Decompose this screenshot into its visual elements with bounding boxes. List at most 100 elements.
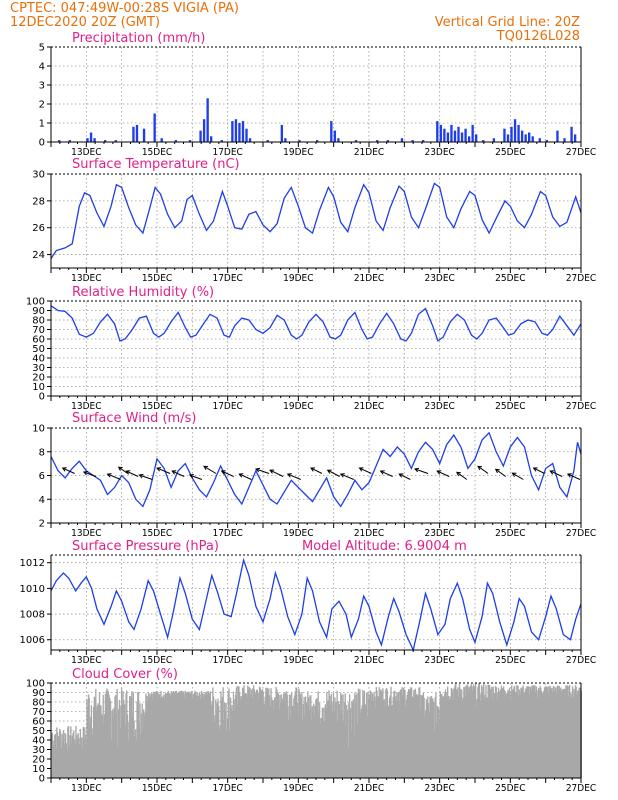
cloud-bar [246, 697, 248, 778]
cloud-bar [508, 687, 511, 778]
wind-arrow [326, 469, 340, 477]
cloud-bar [300, 697, 302, 778]
cloud-ytick-label: 90 [32, 688, 45, 699]
cloud-bar [254, 693, 256, 778]
cloud-bar [363, 690, 366, 778]
precip-bar [513, 119, 517, 142]
cloud-bar [155, 690, 158, 778]
cloud-bar [276, 692, 279, 778]
cloud-bar [171, 692, 173, 778]
cloud-bar [455, 690, 458, 778]
cloud-bar [165, 693, 167, 778]
cloud-bar [480, 700, 482, 778]
precip-xtick-label: 17DEC [212, 147, 242, 158]
cloud-bar [348, 702, 350, 778]
cloud-bar [499, 690, 501, 778]
cloud-bar [313, 703, 315, 778]
cloud-bar [124, 724, 126, 778]
wind-arrow [117, 466, 128, 474]
cloud-bar [277, 693, 280, 778]
cloud-bar [112, 717, 115, 778]
cloud-bar [128, 721, 130, 778]
cloud-bar [164, 698, 166, 778]
cloud-bar [411, 696, 414, 778]
cloud-bar [420, 695, 422, 778]
cloud-bar [186, 693, 189, 778]
cloud-bar [94, 697, 96, 778]
cloud-bar [523, 692, 525, 778]
cloud-bar [95, 710, 98, 778]
cloud-bar [353, 734, 355, 778]
cloud-bar [157, 692, 159, 778]
precip-bar [298, 140, 301, 142]
cloud-bar [130, 697, 132, 778]
precip-ytick-label: 2 [39, 100, 45, 111]
cloud-bar [291, 705, 294, 778]
cloud-bar [221, 700, 223, 778]
temp-ytick-label: 30 [32, 170, 45, 181]
press-annotation: Model Altitude: 6.9004 m [302, 539, 467, 554]
cloud-bar [380, 690, 383, 778]
cloud-bar [328, 690, 330, 778]
cloud-bar [184, 690, 187, 778]
cloud-bar [253, 689, 256, 778]
press-ytick-label: 1012 [20, 558, 45, 569]
precip-bar [482, 140, 485, 142]
cloud-bar [102, 694, 104, 778]
cloud-bar [448, 700, 450, 778]
cloud-bar [261, 689, 264, 778]
cloud-bar [531, 685, 533, 778]
cloud-bar [249, 687, 251, 778]
cloud-bar [462, 697, 464, 778]
cloud-bar [410, 687, 412, 778]
cloud-bar [555, 694, 558, 778]
cloud-bar [75, 725, 77, 778]
cloud-bar [431, 698, 433, 778]
cloud-bar [459, 688, 461, 778]
cloud-bar [549, 686, 552, 778]
cloud-bar [461, 689, 463, 778]
cloud-bar [376, 690, 378, 778]
cloud-bar [206, 694, 209, 778]
wind-arrow [188, 473, 203, 480]
cloud-bar [476, 698, 478, 778]
precip-bar [563, 138, 566, 142]
cloud-bar [155, 694, 157, 778]
wind-arrow [310, 467, 323, 474]
precip-ytick-label: 5 [39, 43, 45, 54]
cloud-bar [316, 698, 319, 778]
precip-bar [520, 130, 524, 142]
cloud-bar [404, 689, 406, 778]
cloud-bar [59, 728, 61, 778]
cloud-ytick-label: 20 [32, 755, 45, 766]
cloud-bar [359, 689, 361, 778]
wind-arrow [220, 470, 234, 477]
cloud-bar [250, 689, 253, 778]
cloud-bar [477, 683, 480, 778]
cloud-bar [417, 695, 419, 778]
cloud-bar [344, 693, 346, 778]
cloud-bar [191, 691, 193, 778]
header: CPTEC: 047:49W-00:28S VIGIA (PA) 12DEC20… [10, 1, 580, 44]
cloud-ytick-label: 80 [32, 698, 45, 709]
cloud-bar [494, 693, 496, 778]
cloud-bar [98, 705, 100, 778]
header-model: TQ0126L028 [496, 29, 580, 44]
cloud-bar [535, 692, 537, 778]
wind-arrow [238, 473, 252, 480]
cloud-bar [169, 696, 172, 778]
cloud-bar [261, 690, 263, 778]
cloud-bar [468, 686, 470, 778]
cloud-bar [526, 686, 529, 778]
cloud-bar [400, 689, 402, 778]
cloud-bar [92, 706, 95, 778]
cloud-bar [358, 692, 360, 778]
precip-xtick-label: 21DEC [354, 147, 384, 158]
precip-bar [436, 121, 439, 142]
cloud-bar [132, 692, 135, 778]
cloud-bar [200, 690, 203, 778]
cloud-bar [440, 693, 442, 778]
cloud-bar [438, 720, 441, 778]
cloud-bar [511, 685, 513, 778]
cloud-bar [284, 701, 286, 778]
